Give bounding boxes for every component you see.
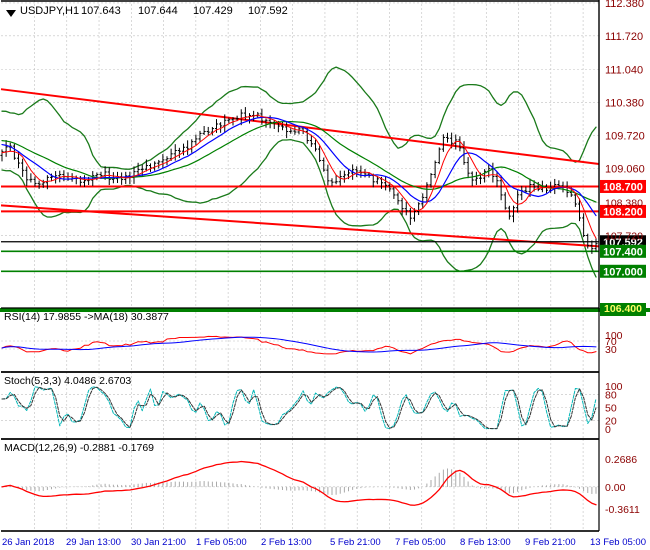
- svg-text:111.040: 111.040: [605, 65, 643, 77]
- svg-text:107.000: 107.000: [603, 266, 643, 278]
- svg-text:USDJPY,H1: USDJPY,H1: [20, 5, 79, 17]
- svg-text:30 Jan 21:00: 30 Jan 21:00: [131, 537, 186, 548]
- svg-text:107.429: 107.429: [193, 5, 233, 17]
- svg-text:50: 50: [605, 403, 617, 415]
- svg-text:7 Feb 05:00: 7 Feb 05:00: [395, 537, 446, 548]
- svg-text:9 Feb 21:00: 9 Feb 21:00: [525, 537, 576, 548]
- svg-text:0.00: 0.00: [605, 482, 626, 494]
- svg-text:107.644: 107.644: [138, 5, 178, 17]
- svg-text:80: 80: [605, 390, 617, 402]
- svg-text:0.2686: 0.2686: [605, 454, 637, 466]
- svg-text:107.643: 107.643: [81, 5, 121, 17]
- svg-text:26 Jan 2018: 26 Jan 2018: [2, 537, 54, 548]
- svg-text:1 Feb 05:00: 1 Feb 05:00: [196, 537, 247, 548]
- svg-text:Stoch(5,3,3) 4.0486 2.6703: Stoch(5,3,3) 4.0486 2.6703: [4, 375, 131, 387]
- svg-text:-0.3611: -0.3611: [605, 504, 640, 516]
- svg-text:MACD(12,26,9) -0.2881 -0.1769: MACD(12,26,9) -0.2881 -0.1769: [4, 442, 154, 454]
- svg-text:107.592: 107.592: [248, 5, 288, 17]
- svg-text:2 Feb 13:00: 2 Feb 13:00: [261, 537, 312, 548]
- svg-text:108.700: 108.700: [603, 181, 643, 193]
- svg-text:29 Jan 13:00: 29 Jan 13:00: [66, 537, 121, 548]
- svg-text:110.380: 110.380: [605, 98, 644, 110]
- svg-text:0: 0: [605, 424, 611, 436]
- svg-text:112.380: 112.380: [605, 0, 644, 10]
- svg-text:30: 30: [605, 344, 617, 356]
- svg-text:13 Feb 05:00: 13 Feb 05:00: [590, 537, 646, 548]
- svg-text:108.380: 108.380: [605, 197, 643, 209]
- svg-text:107.400: 107.400: [603, 246, 643, 258]
- svg-text:109.720: 109.720: [605, 131, 645, 143]
- svg-text:8 Feb 13:00: 8 Feb 13:00: [460, 537, 511, 548]
- svg-text:111.720: 111.720: [605, 31, 643, 43]
- svg-text:106.400: 106.400: [604, 303, 642, 315]
- svg-text:109.060: 109.060: [605, 164, 645, 176]
- svg-text:107.720: 107.720: [605, 230, 643, 242]
- svg-text:5 Feb 21:00: 5 Feb 21:00: [330, 537, 381, 548]
- svg-text:RSI(14) 17.9855 ->MA(18) 30.3: RSI(14) 17.9855 ->MA(18) 30.3877: [4, 311, 169, 323]
